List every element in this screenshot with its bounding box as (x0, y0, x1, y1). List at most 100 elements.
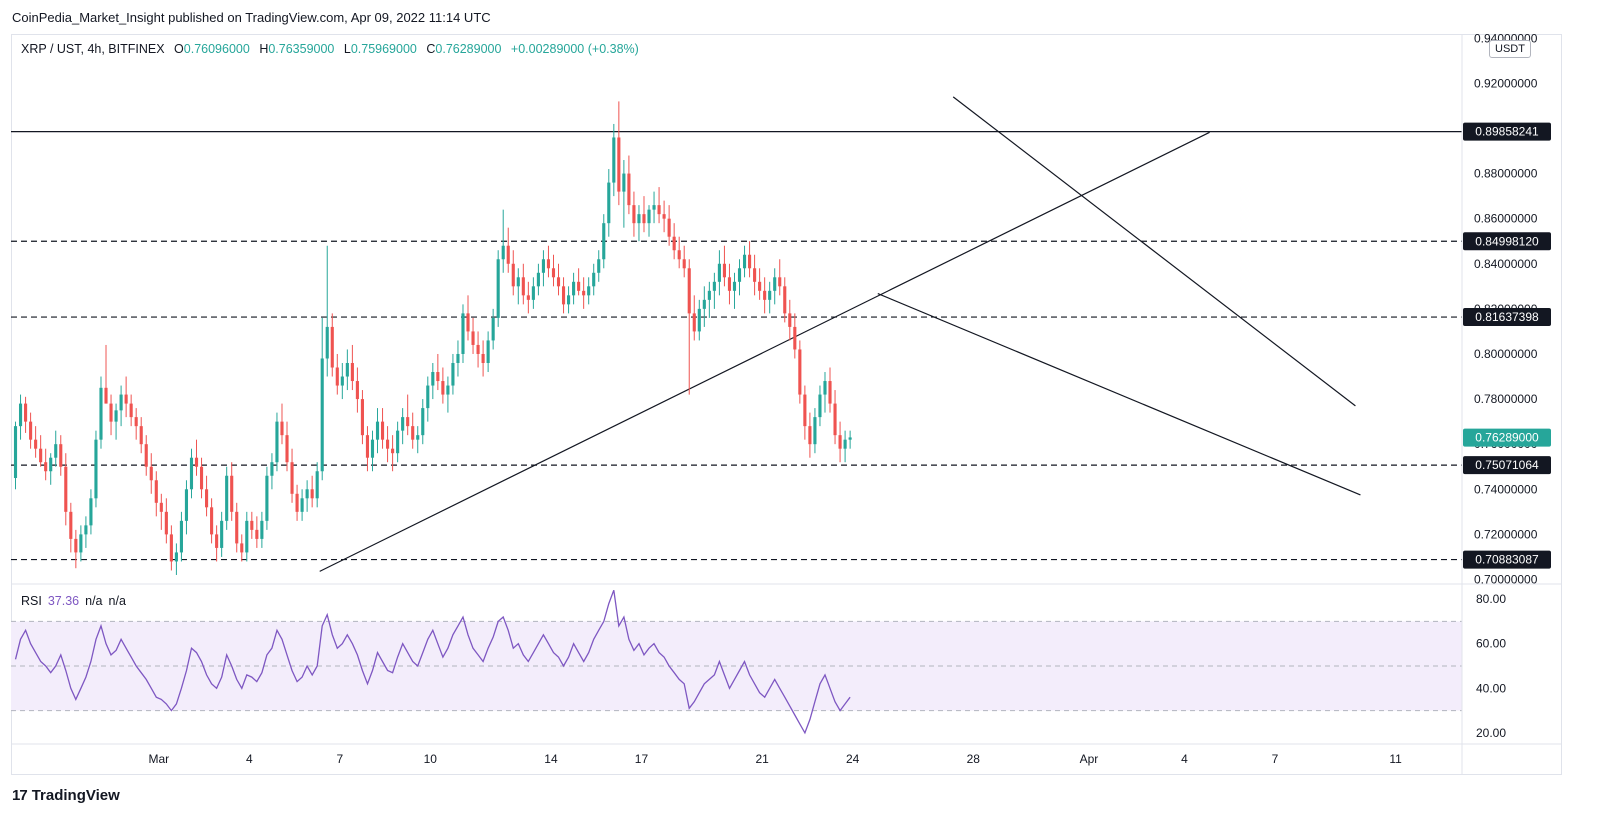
high-value: 0.76359000 (268, 42, 335, 56)
candle-body (768, 290, 772, 300)
close-value: 0.76289000 (435, 42, 502, 56)
candle-body (526, 295, 530, 300)
candle-body (375, 421, 380, 440)
low-label: L (343, 42, 351, 56)
tradingview-footer[interactable]: 17 TradingView (12, 787, 120, 804)
candle-body (250, 520, 254, 530)
candle-body (174, 552, 178, 562)
candle-body (300, 498, 304, 512)
candle-body (360, 399, 364, 436)
candle-body (652, 205, 656, 210)
rsi-tick-label: 20.00 (1476, 726, 1506, 740)
candle-body (114, 410, 118, 422)
candle-body (84, 525, 88, 535)
candle-body (556, 277, 561, 287)
time-tick-label: 11 (1389, 752, 1402, 766)
trendline (319, 131, 1210, 572)
candle-body (396, 430, 400, 454)
candle-body (838, 435, 842, 449)
high-label: H (259, 42, 269, 56)
candle-body (567, 295, 571, 305)
time-tick-label: 7 (336, 752, 343, 766)
rsi-label[interactable]: RSI (21, 594, 42, 608)
candle-body (697, 308, 701, 332)
candle-body (748, 254, 752, 269)
candle-body (134, 417, 138, 427)
candle-body (461, 313, 465, 354)
candle-body (587, 286, 591, 296)
candle-body (531, 286, 535, 300)
candle-body (808, 426, 812, 445)
level-label: 0.70883087 (1475, 553, 1539, 567)
level-label-bg (1463, 232, 1551, 251)
rsi-legend: RSI 37.36 n/a n/a (21, 594, 126, 608)
candle-body (124, 394, 128, 404)
time-tick-label: 28 (967, 752, 981, 766)
candle-body (456, 353, 460, 363)
candle-body (436, 372, 440, 382)
level-label-bg (1463, 122, 1551, 141)
last-price-label-bg (1463, 428, 1551, 447)
candle-body (803, 394, 807, 427)
candle-body (727, 277, 732, 291)
price-tick-label: 0.86000000 (1474, 212, 1538, 226)
candle-body (184, 489, 189, 521)
candle-body (828, 381, 832, 404)
candle-body (365, 435, 370, 458)
candle-body (717, 263, 721, 282)
candle-body (406, 417, 410, 427)
time-tick-label: 14 (544, 752, 558, 766)
candle-body (637, 214, 641, 224)
change-value: +0.00289000 (+0.38%) (510, 42, 639, 56)
candle-body (506, 245, 510, 264)
candle-body (793, 326, 797, 350)
currency-badge[interactable]: USDT (1489, 40, 1531, 58)
candle-body (818, 394, 822, 418)
candle-body (18, 403, 23, 427)
rsi-na-1: n/a (85, 594, 103, 608)
rsi-value: 37.36 (47, 594, 80, 608)
candle-body (305, 489, 309, 499)
candle-body (602, 223, 606, 260)
candle-body (194, 457, 199, 467)
level-label: 0.81637398 (1475, 310, 1539, 324)
candle-body (74, 538, 78, 553)
time-tick-label: 24 (846, 752, 860, 766)
candle-body (44, 462, 48, 472)
candle-body (215, 534, 219, 548)
candle-body (627, 173, 631, 206)
rsi-na-2: n/a (108, 594, 126, 608)
candle-body (370, 439, 375, 458)
candle-body (13, 426, 18, 479)
trendline (952, 96, 1356, 407)
candle-body (672, 236, 676, 251)
candle-body (421, 408, 425, 436)
price-tick-label: 0.74000000 (1474, 482, 1538, 496)
candle-body (315, 471, 319, 499)
candle-body (572, 281, 576, 296)
candle-body (441, 381, 445, 395)
candle-body (692, 313, 696, 332)
candle-body (265, 475, 269, 521)
candle-body (230, 475, 234, 512)
candle-body (682, 259, 686, 269)
price-tick-label: 0.80000000 (1474, 347, 1538, 361)
price-tick-label: 0.72000000 (1474, 527, 1538, 541)
candle-body (647, 209, 651, 224)
candle-body (169, 534, 173, 562)
candle-body (546, 259, 551, 269)
candle-body (662, 214, 666, 219)
candle-body (330, 326, 334, 368)
candle-body (335, 367, 339, 386)
candle-body (466, 313, 470, 332)
candle-body (471, 331, 475, 345)
symbol-label[interactable]: XRP / UST, 4h, BITFINEX (21, 42, 165, 56)
candle-body (501, 245, 505, 260)
rsi-tick-label: 60.00 (1476, 637, 1506, 651)
candle-body (451, 362, 455, 386)
candle-body (592, 272, 596, 287)
candle-body (687, 268, 691, 314)
tradingview-logo-icon: 17 (12, 787, 28, 804)
candle-body (848, 437, 852, 440)
